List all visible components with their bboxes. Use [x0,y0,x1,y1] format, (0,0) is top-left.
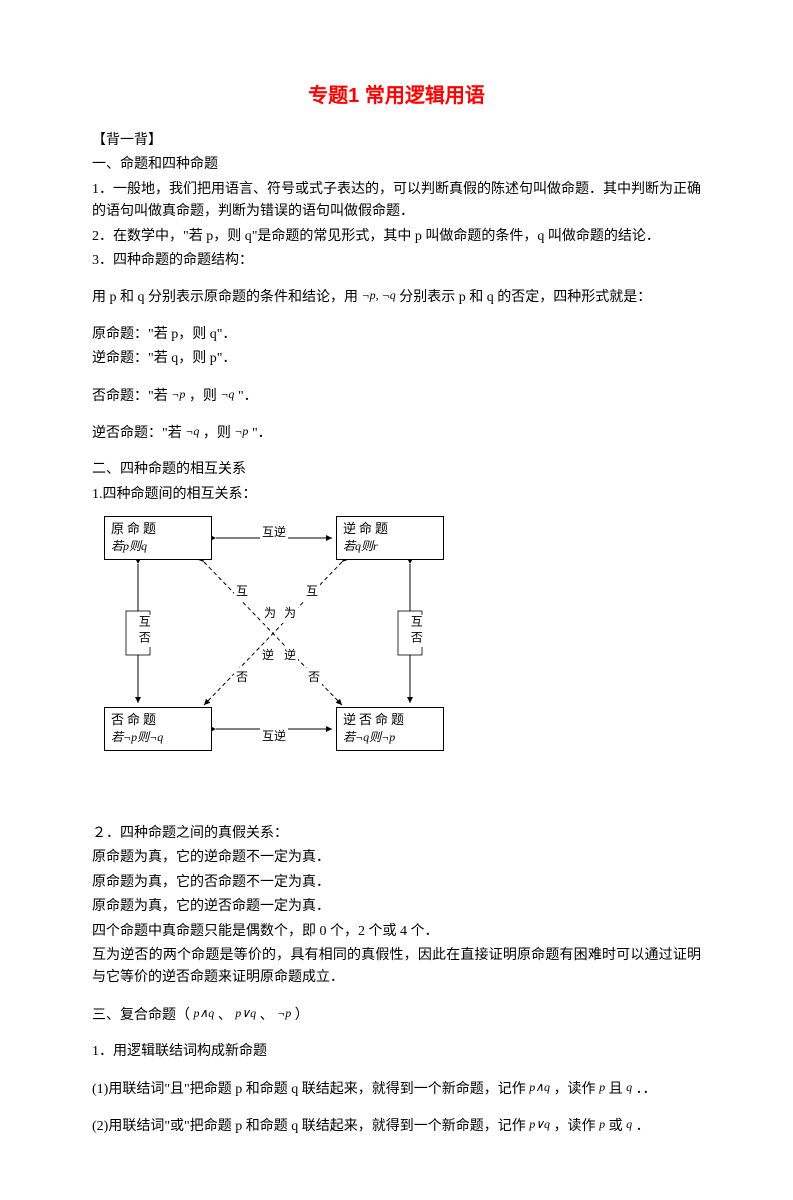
s1-p4b: 分别表示 p 和 q 的否定，四种形式就是： [399,290,651,305]
page-title: 专题1 常用逻辑用语 [92,80,701,112]
s3-p3a: (2)用联结词"或"把命题 p 和命题 q 联结起来，就得到一个新命题，记作 [92,1119,526,1134]
s3-p3b-or: 或 [609,1119,623,1134]
s3-p3: (2)用联结词"或"把命题 p 和命题 q 联结起来，就得到一个新命题，记作 p… [92,1115,701,1138]
s1-p7c: "． [238,389,258,404]
diag-h: 否 [234,668,250,687]
s3-f1: p∧q [194,1006,215,1020]
s3-p2b: ，读作 [554,1082,596,1097]
box-br-l1: 逆否命题 [343,711,437,729]
diag-f: 否 [306,668,322,687]
s1-p7a: 否命题："若 [92,389,168,404]
s1-p8b: ，则 [203,426,231,441]
s3-headb: ） [295,1008,309,1023]
s2-p3: 原命题为真，它的逆命题不一定为真． [92,847,701,869]
s2-p5: 原命题为真，它的逆否命题一定为真． [92,896,701,918]
s1-p1: 1．一般地，我们把用语言、符号或式子表达的，可以判断真假的陈述句叫做命题．其中判… [92,179,701,224]
s3-p2a: (1)用联结词"且"把命题 p 和命题 q 联结起来，就得到一个新命题，记作 [92,1082,526,1097]
s2-p4: 原命题为真，它的否命题不一定为真． [92,872,701,894]
s3-f2: p∨q [235,1006,256,1020]
not-q: ¬q [220,387,234,401]
edge-right-text: 互否 [404,615,427,647]
diag-d: 为 [282,604,298,623]
s3-sep2: 、 [260,1008,274,1023]
s2-p6: 四个命题中真命题只能是偶数个，即 0 个，2 个或 4 个． [92,921,701,943]
diag-a: 互 [234,582,250,601]
box-converse: 逆命题 若q则r [336,516,444,560]
s1-p6: 逆命题："若 q，则 p"． [92,348,701,370]
not-q2: ¬q [185,424,199,438]
s2-p7: 互为逆否的两个命题是等价的，具有相同的真假性，因此在直接证明原命题有困难时可以通… [92,945,701,990]
bracket-heading: 【背一背】 [92,130,701,152]
s3-heada: 三、复合命题（ [92,1008,190,1023]
s3-pf2r-p: p [599,1117,605,1131]
s3-pf1r-p: p [599,1080,605,1094]
s1-p2: 2．在数学中，"若 p，则 q"是命题的常见形式，其中 p 叫做命题的条件，q … [92,226,701,248]
box-original: 原命题 若p则q [104,516,212,560]
diag-e: 逆 [282,646,298,665]
s3-f3: ¬p [277,1006,291,1020]
edge-bottom: 互逆 [260,727,288,746]
s1-p3: 3．四种命题的命题结构： [92,250,701,272]
s1-p5: 原命题："若 p，则 q"． [92,324,701,346]
not-p: ¬p [171,387,185,401]
s3-p2: (1)用联结词"且"把命题 p 和命题 q 联结起来，就得到一个新命题，记作 p… [92,1078,701,1101]
diag-b: 为 [262,604,278,623]
s3-pf2: p∨q [529,1117,550,1131]
s3-p3b: ，读作 [554,1119,596,1134]
edge-left-text: 互否 [132,615,155,647]
box-inverse: 否命题 若¬p则¬q [104,707,212,751]
section-1-head: 一、命题和四种命题 [92,154,701,176]
section-2-head: 二、四种命题的相互关系 [92,459,701,481]
s3-sep1: 、 [218,1008,232,1023]
s1-p8a: 逆否命题："若 [92,426,182,441]
s3-p2b-and: 且 [609,1082,623,1097]
s3-pf1r-q: q [626,1080,632,1094]
s3-p2c: ．． [636,1082,657,1097]
box-tr-l2: 若q则r [343,538,437,554]
s3-p3c: ． [636,1119,650,1134]
box-bl-l2: 若¬p则¬q [111,729,205,745]
s1-p4a: 用 p 和 q 分别表示原命题的条件和结论，用 [92,290,358,305]
box-contrapositive: 逆否命题 若¬q则¬p [336,707,444,751]
s1-p4: 用 p 和 q 分别表示原命题的条件和结论，用 ¬p, ¬q 分别表示 p 和 … [92,286,701,309]
not-p-not-q: ¬p, ¬q [362,288,396,302]
section-3-head: 三、复合命题（ p∧q 、 p∨q 、 ¬p ） [92,1004,701,1027]
s1-p8: 逆否命题："若 ¬q ，则 ¬p "． [92,422,701,445]
s3-p1: 1．用逻辑联结词构成新命题 [92,1041,701,1063]
s1-p7: 否命题："若 ¬p ，则 ¬q "． [92,385,701,408]
box-tl-l1: 原命题 [111,520,205,538]
box-tl-l2: 若p则q [111,538,205,554]
diag-c: 互 [304,582,320,601]
s3-pf2r-q: q [626,1117,632,1131]
not-p2: ¬p [234,424,248,438]
s2-p1: 1.四种命题间的相互关系： [92,484,701,506]
s3-pf1: p∧q [529,1080,550,1094]
s1-p8c: "． [252,426,272,441]
box-tr-l1: 逆命题 [343,520,437,538]
s2-p2: ２．四种命题之间的真假关系： [92,823,701,845]
s1-p7b: ，则 [189,389,217,404]
box-bl-l1: 否命题 [111,711,205,729]
box-br-l2: 若¬q则¬p [343,729,437,745]
edge-top: 互逆 [260,523,288,542]
diag-g: 逆 [260,646,276,665]
relation-diagram: 原命题 若p则q 逆命题 若q则r 否命题 若¬p则¬q 逆否命题 若¬q则¬p… [104,516,701,751]
